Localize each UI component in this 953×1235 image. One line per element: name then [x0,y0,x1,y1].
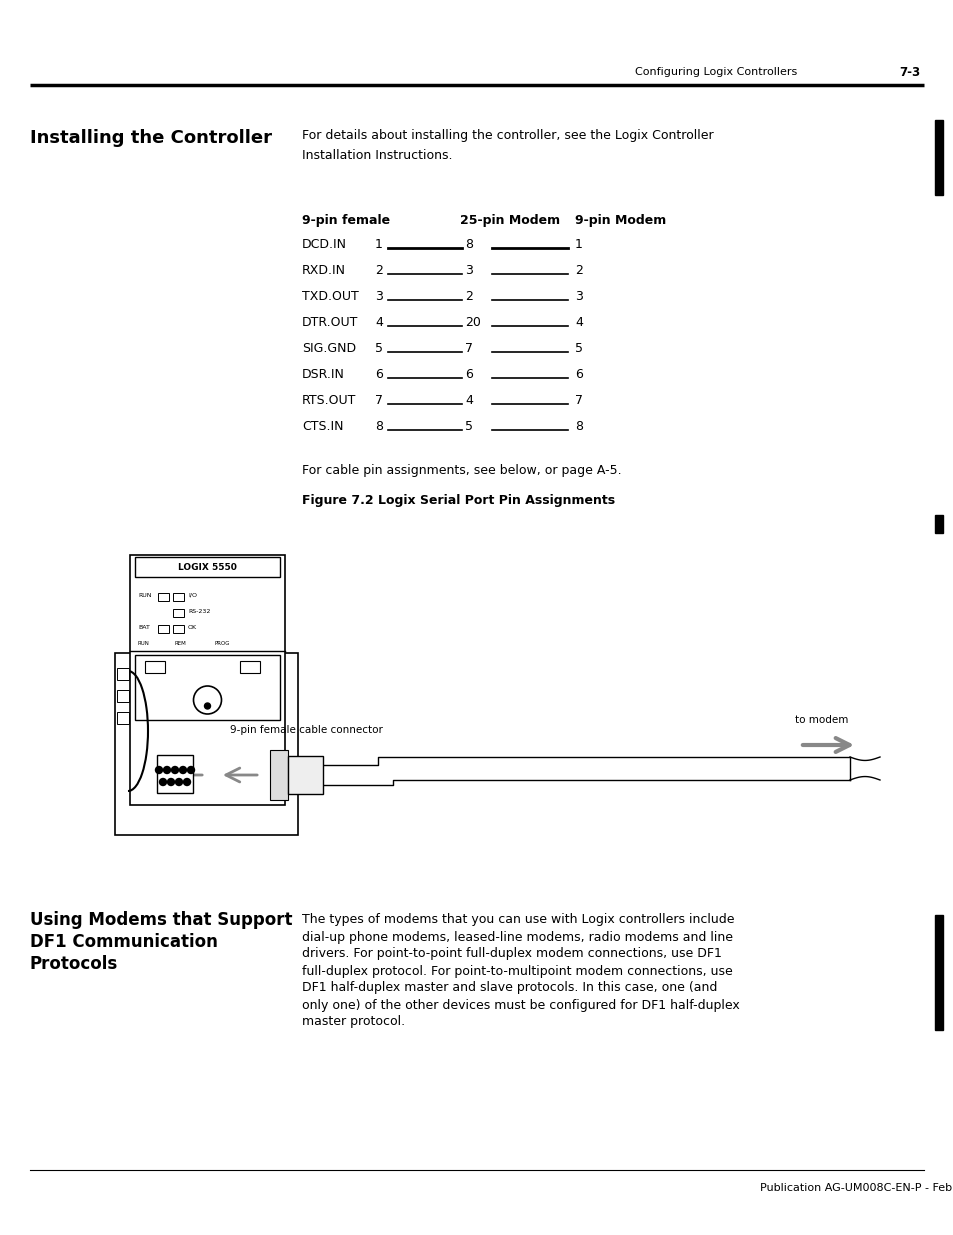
Text: The types of modems that you can use with Logix controllers include: The types of modems that you can use wit… [302,914,734,926]
Text: Protocols: Protocols [30,955,118,973]
Text: Publication AG-UM008C-EN-P - February 2005: Publication AG-UM008C-EN-P - February 20… [760,1183,953,1193]
Text: 6: 6 [575,368,582,380]
Text: RXD.IN: RXD.IN [302,263,346,277]
Text: OK: OK [188,625,197,630]
Text: 1: 1 [575,237,582,251]
Bar [135,557,280,577]
Text: 7-3: 7-3 [898,65,919,79]
Text: 8: 8 [575,420,582,432]
Text: BAT: BAT [138,625,150,630]
Text: CTS.IN: CTS.IN [302,420,343,432]
Text: 7: 7 [464,342,473,354]
Text: 7: 7 [575,394,582,406]
Text: 7: 7 [375,394,382,406]
Bar [288,756,323,794]
Bar [934,515,942,534]
Text: 1: 1 [375,237,382,251]
Bar [172,593,184,601]
Text: DTR.OUT: DTR.OUT [302,315,358,329]
Text: RTS.OUT: RTS.OUT [302,394,356,406]
Text: 2: 2 [375,263,382,277]
Circle shape [175,778,182,785]
Text: 5: 5 [575,342,582,354]
Text: 3: 3 [464,263,473,277]
Text: LOGIX 5550: LOGIX 5550 [178,562,236,572]
Text: Figure 7.2 Logix Serial Port Pin Assignments: Figure 7.2 Logix Serial Port Pin Assignm… [302,494,615,506]
Text: DF1 half-duplex master and slave protocols. In this case, one (and: DF1 half-duplex master and slave protoco… [302,982,717,994]
Text: 5: 5 [464,420,473,432]
Text: PROG: PROG [214,641,231,646]
Text: 4: 4 [464,394,473,406]
Text: SIG.GND: SIG.GND [302,342,355,354]
Circle shape [159,778,167,785]
Text: DCD.IN: DCD.IN [302,237,347,251]
Bar [117,690,129,701]
Bar [158,593,169,601]
Text: 8: 8 [375,420,382,432]
Text: 4: 4 [375,315,382,329]
Text: 9-pin female cable connector: 9-pin female cable connector [230,725,382,735]
Bar [934,120,942,195]
Bar [157,755,193,793]
Text: 3: 3 [375,289,382,303]
Bar [117,713,129,724]
Text: For details about installing the controller, see the Logix Controller: For details about installing the control… [302,128,713,142]
Text: 3: 3 [575,289,582,303]
Circle shape [155,767,162,773]
Circle shape [168,778,174,785]
Circle shape [179,767,186,773]
Circle shape [204,703,211,709]
Text: For cable pin assignments, see below, or page A-5.: For cable pin assignments, see below, or… [302,463,621,477]
Circle shape [172,767,178,773]
Text: DF1 Communication: DF1 Communication [30,932,217,951]
Text: Configuring Logix Controllers: Configuring Logix Controllers [635,67,797,77]
Text: full-duplex protocol. For point-to-multipoint modem connections, use: full-duplex protocol. For point-to-multi… [302,965,732,977]
Circle shape [163,767,171,773]
Text: RS-232: RS-232 [188,609,211,614]
Text: 6: 6 [464,368,473,380]
Text: only one) of the other devices must be configured for DF1 half-duplex: only one) of the other devices must be c… [302,999,739,1011]
Bar [135,655,280,720]
Bar [270,750,288,800]
Bar [172,625,184,634]
Text: Using Modems that Support: Using Modems that Support [30,911,293,929]
Bar [934,915,942,1030]
Text: REM: REM [174,641,186,646]
Text: 4: 4 [575,315,582,329]
Bar [172,609,184,618]
Text: drivers. For point-to-point full-duplex modem connections, use DF1: drivers. For point-to-point full-duplex … [302,947,721,961]
Circle shape [183,778,191,785]
Text: Installation Instructions.: Installation Instructions. [302,148,452,162]
Text: 9-pin Modem: 9-pin Modem [575,214,665,226]
Circle shape [188,767,194,773]
Bar [115,653,297,835]
Bar [117,668,129,680]
Text: 2: 2 [575,263,582,277]
Text: RUN: RUN [138,641,150,646]
Text: 25-pin Modem: 25-pin Modem [459,214,559,226]
Text: master protocol.: master protocol. [302,1015,405,1029]
Text: 2: 2 [464,289,473,303]
Text: 8: 8 [464,237,473,251]
Bar [240,661,260,673]
Text: to modem: to modem [794,715,847,725]
Text: Installing the Controller: Installing the Controller [30,128,272,147]
Bar [130,555,285,805]
Text: 6: 6 [375,368,382,380]
Text: I/O: I/O [188,593,196,598]
Text: 5: 5 [375,342,382,354]
Bar [158,625,169,634]
Text: 9-pin female: 9-pin female [302,214,390,226]
Text: dial-up phone modems, leased-line modems, radio modems and line: dial-up phone modems, leased-line modems… [302,930,732,944]
Text: 20: 20 [464,315,480,329]
Text: TXD.OUT: TXD.OUT [302,289,358,303]
Text: DSR.IN: DSR.IN [302,368,345,380]
Text: RUN: RUN [138,593,152,598]
Bar [145,661,165,673]
